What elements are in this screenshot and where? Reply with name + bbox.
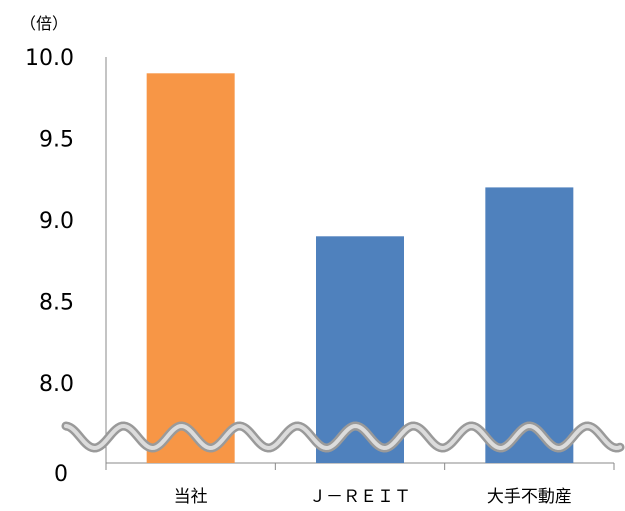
bar	[146, 73, 235, 464]
y-tick-label: 9.5	[39, 128, 74, 153]
y-tick-label: 9.0	[39, 209, 74, 234]
axis-break-wave	[61, 421, 625, 453]
bar	[485, 187, 574, 463]
category-label: 大手不動産	[487, 487, 572, 507]
category-label: 当社	[174, 487, 208, 507]
y-tick-label: 8.5	[39, 291, 74, 316]
category-label: Ｊ－ＲＥＩＴ	[309, 487, 411, 507]
x-axis-ticks	[105, 463, 615, 470]
unit-label: （倍）	[20, 14, 68, 33]
y-axis-ticks: 10.0 9.5 9.0 8.5 8.0	[25, 46, 74, 397]
y-tick-label: 8.0	[39, 372, 74, 397]
y-baseline-label: 0	[54, 462, 68, 487]
y-tick-label: 10.0	[25, 46, 74, 71]
category-labels: 当社 Ｊ－ＲＥＩＴ 大手不動産	[174, 487, 572, 507]
bars-group	[146, 73, 574, 464]
